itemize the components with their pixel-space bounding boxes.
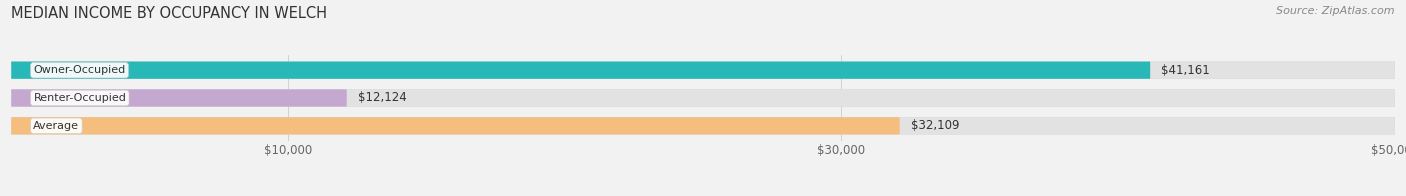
FancyBboxPatch shape (11, 62, 1150, 79)
FancyBboxPatch shape (11, 117, 1395, 134)
Text: $32,109: $32,109 (911, 119, 959, 132)
Text: Owner-Occupied: Owner-Occupied (34, 65, 125, 75)
Text: MEDIAN INCOME BY OCCUPANCY IN WELCH: MEDIAN INCOME BY OCCUPANCY IN WELCH (11, 6, 328, 21)
Text: Renter-Occupied: Renter-Occupied (34, 93, 127, 103)
Text: $41,161: $41,161 (1161, 64, 1211, 77)
FancyBboxPatch shape (11, 62, 1395, 79)
FancyBboxPatch shape (11, 89, 347, 107)
Text: Source: ZipAtlas.com: Source: ZipAtlas.com (1277, 6, 1395, 16)
FancyBboxPatch shape (11, 117, 900, 134)
Text: $12,124: $12,124 (357, 92, 406, 104)
FancyBboxPatch shape (11, 89, 1395, 107)
Text: Average: Average (34, 121, 79, 131)
